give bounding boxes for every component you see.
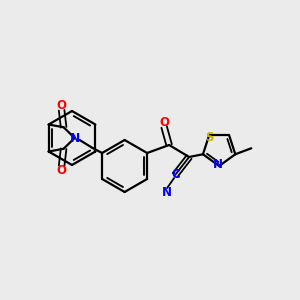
Text: C: C [172,167,181,181]
Text: O: O [57,164,67,177]
Text: N: N [213,158,223,170]
Text: N: N [162,187,172,200]
Text: N: N [69,131,80,145]
Text: S: S [205,131,213,144]
Text: O: O [57,99,67,112]
Text: O: O [159,116,169,128]
